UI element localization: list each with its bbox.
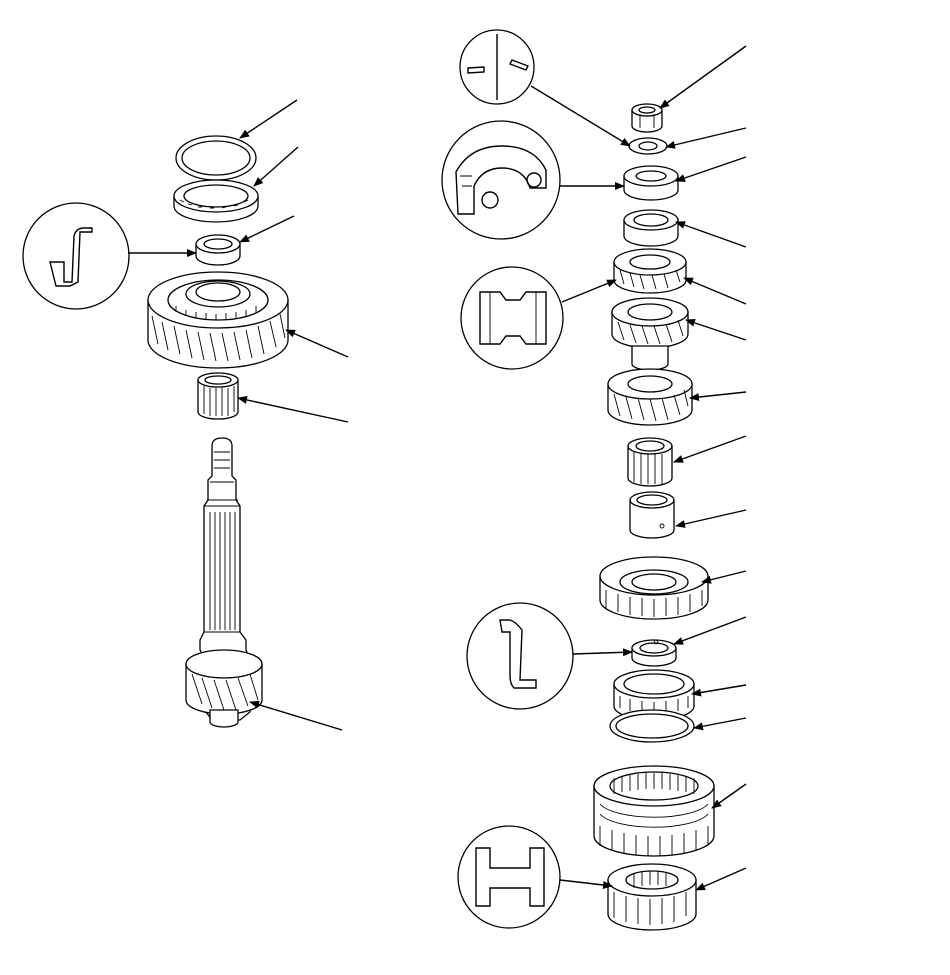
callout-leader bbox=[689, 391, 747, 402]
callout-leader bbox=[675, 509, 747, 528]
needle-bearing-part bbox=[197, 372, 239, 420]
callout-leaders bbox=[128, 45, 747, 891]
callout-leader bbox=[673, 435, 747, 463]
callout-leader bbox=[253, 146, 299, 187]
callout-leader bbox=[237, 396, 349, 423]
callout-leader bbox=[691, 684, 747, 697]
ball-bearing-upper-part bbox=[623, 165, 679, 201]
callout-leader bbox=[673, 616, 747, 645]
distance-collar-part bbox=[629, 491, 675, 539]
locknut-part bbox=[631, 103, 663, 133]
callout-leader bbox=[659, 45, 747, 109]
right-shaft-assembly bbox=[441, 29, 715, 931]
countershaft-synchro-ring-part bbox=[631, 639, 677, 667]
collar-part bbox=[195, 234, 241, 266]
callout-leader bbox=[559, 879, 613, 889]
callout-leader bbox=[239, 99, 298, 139]
snap-ring-profile-detail bbox=[466, 602, 574, 710]
synchro-ring-part bbox=[173, 179, 259, 223]
thrust-washer-part bbox=[628, 137, 668, 155]
countershaft-gear-d-part bbox=[599, 556, 709, 620]
callout-leader bbox=[693, 717, 747, 731]
callout-leader bbox=[695, 867, 747, 891]
callout-leader bbox=[285, 329, 349, 358]
collar-cross-section-detail bbox=[460, 266, 564, 370]
callout-leader bbox=[683, 277, 747, 305]
callout-leader bbox=[572, 648, 633, 657]
callout-leader bbox=[675, 156, 747, 182]
callout-leader bbox=[675, 221, 747, 248]
countershaft-needle-bearing-part bbox=[627, 437, 673, 487]
callout-leader bbox=[561, 279, 617, 303]
countershaft-gear-b-part bbox=[611, 297, 689, 371]
callout-leader bbox=[711, 783, 747, 809]
countershaft-spring-ring-part bbox=[609, 709, 695, 743]
synchro-sleeve-part bbox=[593, 765, 715, 857]
mainshaft-part bbox=[185, 437, 263, 728]
snap-ring-part bbox=[175, 135, 257, 181]
callout-leader bbox=[530, 85, 631, 147]
callout-leader bbox=[239, 215, 295, 243]
callout-leader bbox=[685, 319, 747, 341]
countershaft-gear-c-part bbox=[607, 368, 693, 426]
callout-leader bbox=[701, 570, 747, 584]
left-shaft-assembly bbox=[22, 135, 289, 728]
callout-leader bbox=[665, 127, 747, 149]
thrust-washer-detail bbox=[459, 29, 535, 105]
synchro-hub-part bbox=[607, 863, 697, 931]
large-gear-part bbox=[147, 271, 289, 369]
callout-leader bbox=[249, 700, 343, 731]
ball-bearing-cutaway-detail bbox=[441, 120, 561, 240]
synchro-ring-profile-detail bbox=[22, 202, 130, 310]
countershaft-gear-a-part bbox=[613, 248, 687, 294]
ball-bearing-lower-part bbox=[623, 209, 679, 247]
hub-cross-section-detail bbox=[457, 825, 561, 929]
